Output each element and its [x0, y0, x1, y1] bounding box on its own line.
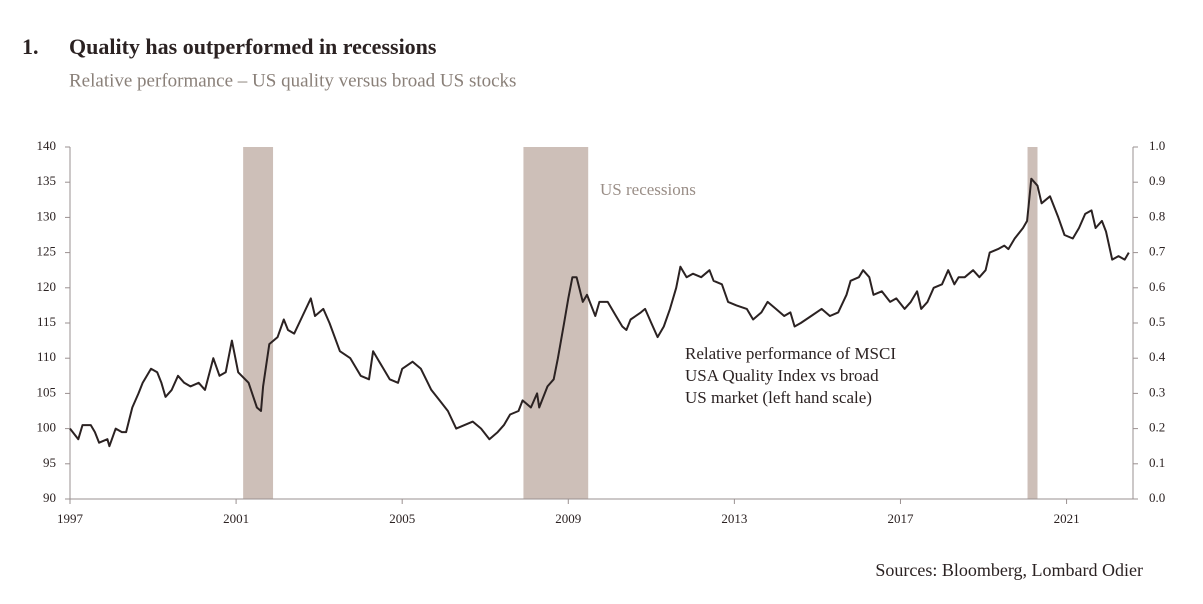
y-tick-label: 100: [37, 420, 57, 435]
y-tick-label: 110: [37, 349, 56, 364]
y2-tick-label: 0.7: [1149, 244, 1166, 259]
y-tick-label: 105: [37, 384, 57, 399]
series-annotation: US market (left hand scale): [685, 388, 872, 407]
data-line: [69, 177, 1130, 448]
chart-title: Quality has outperformed in recessions: [69, 34, 437, 59]
recession-band: [523, 147, 589, 499]
y-tick-label: 130: [37, 208, 57, 223]
y2-tick-label: 0.4: [1149, 349, 1166, 364]
y2-tick-label: 1.0: [1149, 138, 1165, 153]
x-tick-label: 2001: [223, 511, 249, 526]
chart-subtitle: Relative performance – US quality versus…: [69, 70, 516, 91]
x-tick-label: 2009: [555, 511, 581, 526]
x-tick-label: 2005: [389, 511, 415, 526]
y-tick-label: 140: [37, 138, 57, 153]
y-tick-label: 90: [43, 490, 56, 505]
x-tick-label: 2013: [721, 511, 747, 526]
y2-tick-label: 0.6: [1149, 279, 1166, 294]
x-tick-label: 2021: [1054, 511, 1080, 526]
y2-tick-label: 0.9: [1149, 173, 1165, 188]
x-tick-label: 2017: [887, 511, 914, 526]
series-annotation: USA Quality Index vs broad: [685, 366, 879, 385]
recession-band: [243, 147, 274, 499]
recession-label: US recessions: [600, 180, 696, 199]
y2-tick-label: 0.8: [1149, 208, 1165, 223]
recession-band: [1027, 147, 1038, 499]
y-tick-label: 125: [37, 244, 57, 259]
y2-tick-label: 0.5: [1149, 314, 1165, 329]
series-annotation: Relative performance of MSCI: [685, 344, 896, 363]
y2-tick-label: 0.1: [1149, 455, 1165, 470]
y-tick-label: 135: [37, 173, 57, 188]
y2-tick-label: 0.0: [1149, 490, 1165, 505]
y-tick-label: 120: [37, 279, 57, 294]
y2-tick-label: 0.2: [1149, 420, 1165, 435]
y-tick-label: 115: [37, 314, 56, 329]
chart-number: 1.: [22, 34, 39, 59]
x-tick-label: 1997: [57, 511, 84, 526]
y-tick-label: 95: [43, 455, 56, 470]
source: Sources: Bloomberg, Lombard Odier: [875, 560, 1143, 580]
y2-tick-label: 0.3: [1149, 384, 1165, 399]
